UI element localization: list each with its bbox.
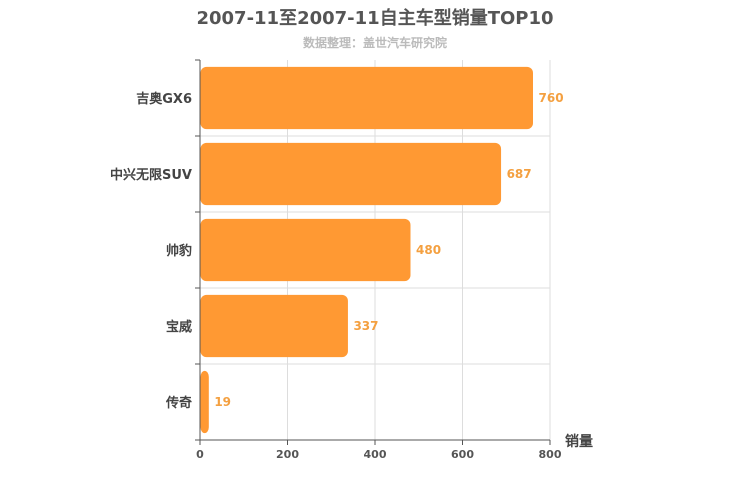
value-label: 687 xyxy=(507,167,532,181)
category-label: 中兴无限SUV xyxy=(110,167,192,183)
value-label: 760 xyxy=(539,91,564,105)
x-tick-label: 600 xyxy=(451,448,474,461)
category-label: 吉奥GX6 xyxy=(136,91,192,107)
category-label: 宝威 xyxy=(166,319,192,335)
bar xyxy=(200,66,533,130)
x-tick-label: 400 xyxy=(364,448,387,461)
category-label: 帅豹 xyxy=(166,243,192,259)
labels: 760 吉奥GX6 687 中兴无限SUV 480 帅豹 337 宝威 19 传奇 0 200 400 6… xyxy=(110,91,593,461)
axes xyxy=(195,59,551,445)
x-tick-label: 200 xyxy=(276,448,299,461)
value-label: 337 xyxy=(353,319,378,333)
value-label: 480 xyxy=(416,243,441,257)
bar xyxy=(200,142,502,206)
category-label: 传奇 xyxy=(165,395,192,411)
value-label: 19 xyxy=(214,395,231,409)
bar xyxy=(200,218,411,282)
chart-title: 2007-11至2007-11自主车型销量TOP10 xyxy=(196,8,554,29)
bar xyxy=(200,370,209,434)
x-tick-label: 800 xyxy=(539,448,562,461)
x-axis-label: 销量 xyxy=(565,433,593,450)
chart-subtitle: 数据整理：盖世汽车研究院 xyxy=(302,36,447,50)
bar xyxy=(200,294,348,358)
bars xyxy=(200,66,533,434)
x-tick-label: 0 xyxy=(196,448,204,461)
